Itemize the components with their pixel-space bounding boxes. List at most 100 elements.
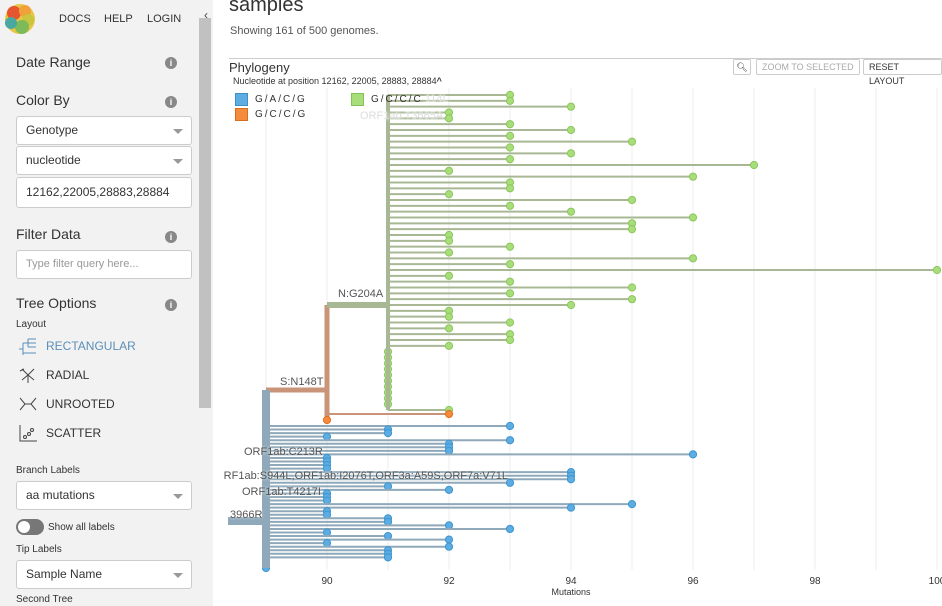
tip[interactable] [688, 254, 698, 263]
show-all-labels-label: Show all labels [48, 522, 115, 533]
legend-item[interactable]: G/C/C/G [235, 108, 307, 121]
tip[interactable] [688, 172, 698, 181]
tip[interactable] [566, 125, 576, 135]
tip[interactable] [505, 421, 515, 431]
tip[interactable] [444, 236, 454, 245]
info-icon[interactable]: i [165, 299, 177, 311]
tip[interactable] [444, 190, 454, 199]
tip[interactable] [444, 312, 454, 321]
branch-label[interactable]: 114L [425, 93, 449, 105]
tip[interactable] [505, 242, 515, 251]
filter-input[interactable]: Type filter query here... [16, 250, 192, 279]
show-all-labels-toggle[interactable] [16, 519, 44, 535]
layout-scatter[interactable]: SCATTER [18, 424, 101, 442]
legend-label: G/C/C/G [255, 109, 308, 120]
genotype-type-select[interactable]: nucleotide [16, 146, 192, 175]
zoom-button[interactable]: 🔍︎ [733, 59, 751, 75]
tip[interactable] [383, 531, 393, 541]
tip[interactable] [566, 475, 576, 484]
zoom-to-selected-button[interactable]: ZOOM TO SELECTED [756, 59, 860, 75]
tip[interactable] [444, 409, 454, 419]
info-icon[interactable]: i [165, 231, 177, 243]
tip[interactable] [566, 149, 576, 158]
nav-help[interactable]: HELP [104, 13, 133, 25]
tip[interactable] [322, 528, 332, 537]
tip[interactable] [444, 485, 454, 494]
tip[interactable] [383, 517, 393, 526]
tip[interactable] [505, 436, 515, 445]
layout-unrooted[interactable]: UNROOTED [18, 395, 115, 413]
info-icon[interactable]: i [165, 96, 177, 108]
tip[interactable] [383, 553, 393, 562]
tip[interactable] [444, 271, 454, 280]
tip[interactable] [627, 295, 637, 304]
tip[interactable] [322, 496, 332, 505]
tip[interactable] [322, 432, 332, 441]
tip[interactable] [505, 155, 515, 164]
tip[interactable] [627, 137, 637, 146]
branch-label[interactable]: 3966R [230, 509, 263, 521]
tip[interactable] [627, 283, 637, 292]
legend-title[interactable]: Nucleotide at position 12162, 22005, 288… [233, 76, 442, 86]
tip[interactable] [627, 500, 637, 509]
tip[interactable] [688, 450, 698, 459]
tip[interactable] [444, 521, 454, 530]
tip[interactable] [566, 207, 576, 216]
collapse-sidebar-icon[interactable]: ‹ [204, 8, 208, 22]
tip[interactable] [505, 260, 515, 269]
tip[interactable] [444, 535, 454, 544]
tip[interactable] [566, 300, 576, 310]
branch-label[interactable]: ORF1ab:T3665A [360, 110, 444, 122]
tip[interactable] [505, 201, 515, 210]
tip[interactable] [566, 503, 576, 512]
legend-item[interactable]: G/C/C/C [351, 93, 423, 106]
info-icon[interactable]: i [165, 57, 177, 69]
nextstrain-logo[interactable] [4, 3, 36, 35]
tip[interactable] [688, 213, 698, 222]
branch-labels-select[interactable]: aa mutations [16, 481, 192, 510]
tip-labels-select[interactable]: Sample Name [16, 560, 192, 589]
tip[interactable] [505, 184, 515, 193]
reset-layout-button[interactable]: RESET LAYOUT [863, 59, 942, 86]
tip[interactable] [566, 102, 576, 111]
branch-label[interactable]: ORF1ab:S944L,ORF1ab:I2076T,ORF3a:A59S,OR… [224, 470, 508, 482]
tip[interactable] [444, 341, 454, 350]
tip[interactable] [505, 524, 515, 534]
sidebar-scrollbar-thumb[interactable] [199, 18, 211, 408]
tip[interactable] [932, 265, 942, 275]
tip[interactable] [322, 539, 332, 548]
tip[interactable] [383, 482, 393, 491]
tip[interactable] [505, 318, 515, 327]
tip[interactable] [505, 120, 515, 129]
nav-docs[interactable]: DOCS [59, 13, 91, 25]
branch-label[interactable]: ORF1ab:C213R [244, 446, 323, 458]
tip[interactable] [505, 289, 515, 298]
tip[interactable] [749, 160, 759, 170]
tip[interactable] [627, 225, 637, 234]
tip[interactable] [505, 335, 515, 345]
legend-item[interactable]: G/A/C/G [235, 93, 307, 106]
color-by-select[interactable]: Genotype [16, 116, 192, 145]
tip[interactable] [505, 131, 515, 140]
layout-rectangular[interactable]: RECTANGULAR [18, 337, 136, 355]
branch-label[interactable]: S:N148T [280, 376, 324, 388]
nav-login[interactable]: LOGIN [147, 13, 182, 25]
tip[interactable] [505, 478, 515, 487]
tip[interactable] [444, 446, 454, 455]
branch-label[interactable]: N:G204A [338, 288, 384, 300]
tip[interactable] [322, 415, 332, 425]
positions-input[interactable]: 12162,22005,28883,28884 [16, 177, 192, 208]
tip[interactable] [444, 166, 454, 175]
tip[interactable] [444, 542, 454, 551]
branch-label[interactable]: ORF1ab:T4217I [242, 486, 321, 498]
tip[interactable] [444, 324, 454, 333]
tip[interactable] [444, 248, 454, 257]
tip[interactable] [505, 96, 515, 105]
tip[interactable] [383, 429, 393, 438]
layout-radial[interactable]: RADIAL [18, 366, 89, 384]
tip[interactable] [444, 114, 454, 123]
tip[interactable] [505, 143, 515, 152]
tip[interactable] [322, 510, 332, 519]
tip[interactable] [505, 277, 515, 286]
tip[interactable] [627, 195, 637, 205]
